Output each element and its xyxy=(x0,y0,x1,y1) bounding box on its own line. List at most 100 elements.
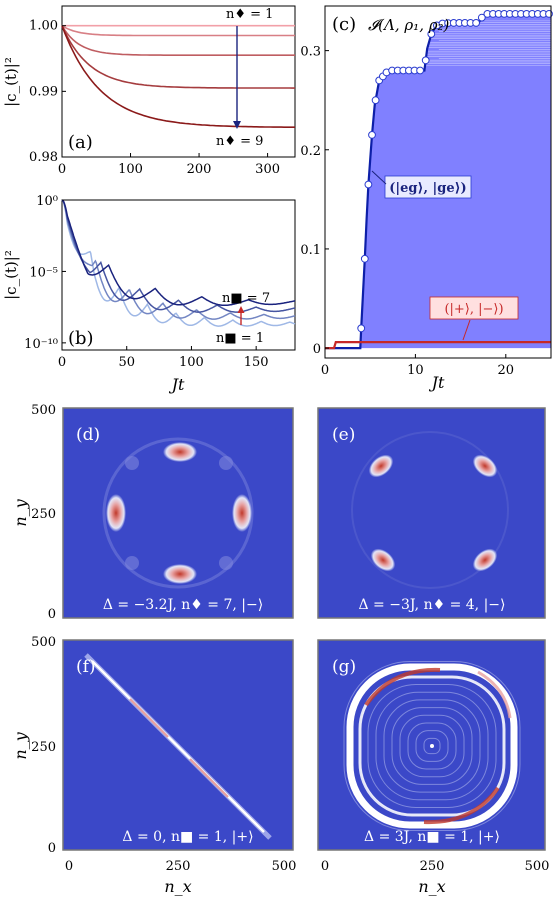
panel-a-annotation-top: n♦ = 1 xyxy=(226,7,273,22)
panel-f-diagonal-core xyxy=(189,758,229,798)
panel-c-marker xyxy=(364,180,373,189)
panel-f-caption: Δ = 0, n■ = 1, |+⟩ xyxy=(122,829,253,845)
panel-e-lobe-bottom-right xyxy=(472,548,498,572)
panel-f-xlabel: n_x xyxy=(164,877,191,896)
panel-c-xtick-label: 0 xyxy=(321,363,329,378)
panel-g-inner-ring xyxy=(375,691,489,801)
panel-b-ylabel: |c_(t)|² xyxy=(2,250,20,300)
panel-e-lobe-top-left xyxy=(368,454,394,478)
panel-b-ytick-label: 10⁻⁵ xyxy=(29,265,58,280)
panel-d-ytick: 500 xyxy=(31,403,56,418)
panel-c-marker xyxy=(477,13,486,22)
panel-b-arrowhead xyxy=(237,306,245,313)
panel-d-ytick: 0 xyxy=(48,607,56,622)
panel-g-heatmap xyxy=(343,661,521,831)
panel-a-xtick-label: 100 xyxy=(118,162,143,177)
panel-a-series-line xyxy=(61,25,295,37)
panel-b-annotation-bottom: n■ = 1 xyxy=(216,331,264,346)
panel-d-lobe-right xyxy=(232,494,252,532)
panel-f-ylabel: n_y xyxy=(11,731,30,759)
panel-a-frame xyxy=(61,5,296,158)
panel-a-xtick-label: 200 xyxy=(187,162,212,177)
panel-c-legend-red-box xyxy=(429,296,519,320)
panel-d-lobe-top xyxy=(163,442,197,462)
panel-c-marker xyxy=(357,324,366,333)
panel-d-faint-spot xyxy=(219,456,233,470)
panel-g-inner-ring xyxy=(399,714,465,778)
panel-b-label: (b) xyxy=(68,328,94,349)
panel-g-xtick: 250 xyxy=(420,859,445,874)
panel-g-inner-ring xyxy=(415,730,449,762)
panel-a: 0 100 200 300 0.98 0.99 1.00 (a) |c_(t)|² n♦ =… xyxy=(2,5,296,177)
panel-c-marker xyxy=(427,30,436,38)
panel-d-ylabel: n_y xyxy=(11,498,30,526)
panel-b-xtick-label: 0 xyxy=(58,355,66,370)
panel-d-heatmap xyxy=(102,437,254,589)
panel-c-red-line xyxy=(325,341,551,350)
panel-c-ytick-label: 0.2 xyxy=(300,144,321,159)
panel-b-ytick-label: 10⁰ xyxy=(36,194,58,209)
panel-b: 0 50 100 150 10⁰ 10⁻⁵ 10⁻¹⁰ (b) |c_(t)|² Jt n■… xyxy=(2,194,296,394)
panel-g-hot-arc xyxy=(364,667,441,707)
panel-c-ytick-label: 0.3 xyxy=(300,45,321,60)
panel-c-marker xyxy=(421,56,430,65)
panel-g: (g) Δ = 3J, n■ = 1, |+⟩ 0 250 500 n_x xyxy=(317,639,550,896)
panel-f-ytick: 500 xyxy=(31,635,56,650)
panel-e-label: (e) xyxy=(332,425,355,445)
panel-g-second-ring xyxy=(358,675,506,817)
panel-g-inner-ring xyxy=(423,737,441,755)
panel-a-xtick-label: 0 xyxy=(58,162,66,177)
panel-a-curves xyxy=(61,24,295,128)
panel-a-series-line xyxy=(61,25,295,57)
panel-f-diagonal-core xyxy=(129,698,169,738)
panel-b-xlabel: Jt xyxy=(169,375,185,394)
panel-g-caption: Δ = 3J, n■ = 1, |+⟩ xyxy=(364,829,500,845)
panel-a-ytick-label: 0.98 xyxy=(29,150,58,165)
panel-c-legend-blue-box xyxy=(384,175,472,199)
panel-g-inner-ring xyxy=(407,722,457,770)
panel-d-faint-spot xyxy=(125,456,139,470)
panel-f-xtick: 250 xyxy=(166,859,191,874)
panel-e: (e) Δ = −3J, n♦ = 4, |−⟩ xyxy=(317,407,546,619)
panel-c-ytick-label: 0.1 xyxy=(300,243,321,258)
panel-c-marker xyxy=(416,66,425,75)
panel-c-ytick-label: 0 xyxy=(313,342,321,357)
panel-b-series-line xyxy=(61,199,296,320)
panel-g-inner-ring xyxy=(343,661,521,831)
panel-c-xtick-label: 10 xyxy=(407,363,424,378)
panel-g-outer-ring xyxy=(346,663,518,829)
panel-c-legend-red-pointer xyxy=(462,319,471,341)
panel-b-xtick-label: 50 xyxy=(118,355,135,370)
panel-e-lobe-top-right xyxy=(472,454,498,478)
panel-g-xlabel: n_x xyxy=(418,877,445,896)
panel-c: 0 10 20 0 0.1 0.2 0.3 (c) 𝓘(Λ, ρ₁, ρ₂) Jt (|eg… xyxy=(300,5,553,392)
panel-b-frame xyxy=(61,199,296,351)
panel-d-label: (d) xyxy=(76,425,100,445)
panel-b-curves xyxy=(61,199,296,327)
panel-c-frame xyxy=(324,5,552,359)
panel-a-ticks: 0 100 200 300 0.98 0.99 1.00 xyxy=(29,19,280,177)
panel-b-series-line xyxy=(61,199,296,327)
panel-e-heatmap xyxy=(351,431,509,589)
panel-c-marker xyxy=(371,96,380,105)
panel-b-annotation-top: n■ = 7 xyxy=(222,291,270,306)
panel-c-xtick-label: 20 xyxy=(498,363,515,378)
panel-g-inner-ring xyxy=(391,707,473,785)
panel-g-xtick: 0 xyxy=(321,859,329,874)
panel-a-xtick-label: 300 xyxy=(255,162,280,177)
panel-a-ylabel: |c_(t)|² xyxy=(2,57,20,107)
panel-c-legend-blue-pointer xyxy=(371,170,387,185)
panel-g-xtick: 500 xyxy=(525,859,550,874)
panel-c-label: (c) xyxy=(332,14,356,35)
panel-f-diagonal xyxy=(91,660,265,833)
panel-b-ytick-label: 10⁻¹⁰ xyxy=(24,337,58,352)
panel-b-series-line xyxy=(61,199,296,307)
panel-g-inner-ring xyxy=(367,684,497,808)
panel-b-xtick-label: 150 xyxy=(244,355,269,370)
panel-c-title: 𝓘(Λ, ρ₁, ρ₂) xyxy=(368,16,450,34)
panel-a-annotation-bottom: n♦ = 9 xyxy=(216,134,263,149)
panel-d-lobe-bottom xyxy=(163,564,197,584)
panel-b-ticks: 0 50 100 150 10⁰ 10⁻⁵ 10⁻¹⁰ xyxy=(24,194,268,370)
panel-c-marker xyxy=(472,19,481,27)
